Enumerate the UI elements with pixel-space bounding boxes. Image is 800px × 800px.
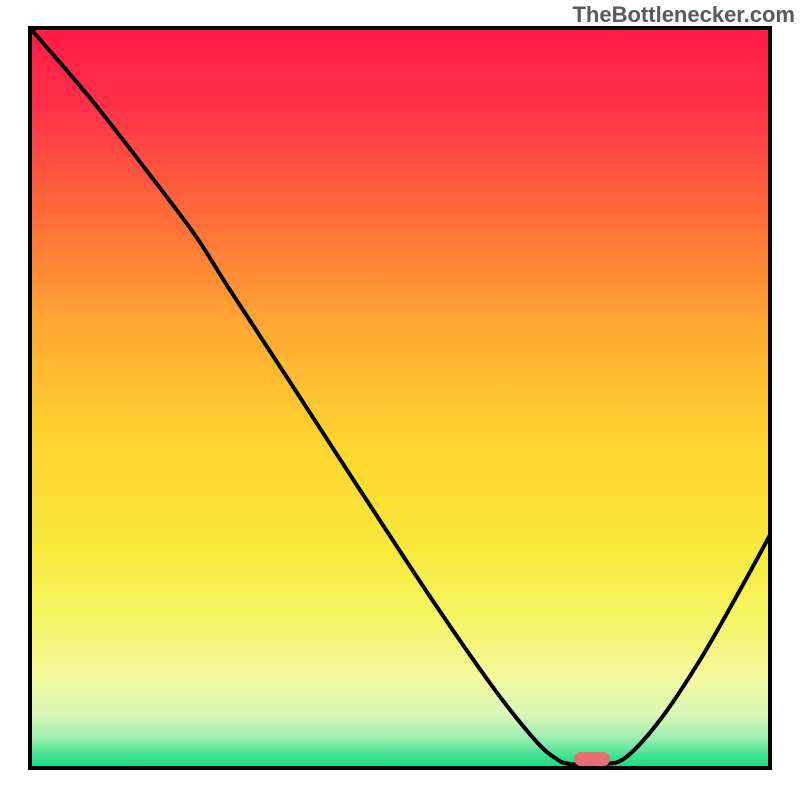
bottleneck-chart: TheBottlenecker.com	[0, 0, 800, 800]
chart-container: TheBottlenecker.com	[0, 0, 800, 800]
optimal-point-marker	[574, 752, 610, 766]
gradient-background	[30, 28, 770, 768]
watermark-text: TheBottlenecker.com	[572, 2, 795, 27]
